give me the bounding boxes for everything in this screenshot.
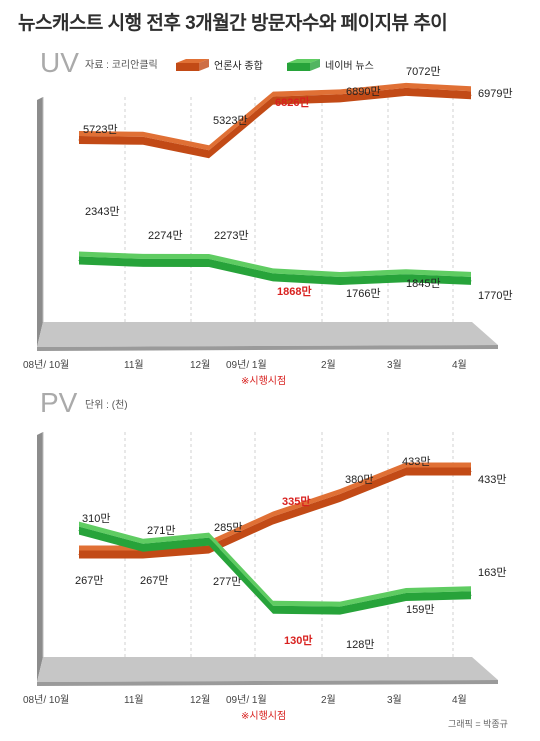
legend-swatch-side-1 bbox=[310, 59, 320, 71]
pv-series-1-label-0: 310만 bbox=[82, 512, 110, 525]
uv-series-1-top-face bbox=[79, 251, 471, 278]
uv-series-0-point-1 bbox=[142, 140, 144, 142]
uv-series-0-point-2 bbox=[208, 153, 210, 155]
pv-series-0-label-0: 267만 bbox=[75, 574, 103, 587]
uv-x-tick-4: 2월 bbox=[321, 359, 336, 371]
uv-series-1-point-1 bbox=[142, 262, 144, 264]
uv-x-tick-2: 12월 bbox=[190, 359, 210, 371]
uv-series-1-point-2 bbox=[208, 262, 210, 264]
pv-x-tick-2: 12월 bbox=[190, 694, 210, 706]
uv-chart-note: 자료 : 코리안클릭 bbox=[85, 59, 158, 71]
uv-x-tick-6: 4월 bbox=[452, 359, 467, 371]
pv-side-wall bbox=[37, 432, 43, 682]
pv-floor-edge bbox=[37, 680, 498, 686]
uv-series-0-point-0 bbox=[78, 139, 80, 141]
pv-x-tick-6: 4월 bbox=[452, 694, 467, 706]
pv-series-0-label-4: 380만 bbox=[345, 473, 373, 486]
uv-series-0-point-4 bbox=[339, 97, 341, 99]
legend-swatch-1 bbox=[287, 63, 310, 71]
pv-series-1-label-1: 271만 bbox=[147, 524, 175, 537]
pv-series-0-point-2 bbox=[208, 549, 210, 550]
pv-chart-note: 단위 : (천) bbox=[85, 398, 128, 411]
legend-swatch-0 bbox=[176, 63, 199, 71]
pv-x-tick-3: 09년/ 1월 bbox=[226, 694, 267, 706]
legend-swatch-side-0 bbox=[199, 59, 209, 71]
uv-x-tick-3: 09년/ 1월 bbox=[226, 359, 267, 371]
uv-series-0-point-3 bbox=[272, 100, 274, 102]
uv-series-1-point-3 bbox=[272, 276, 274, 278]
pv-series-0-point-5 bbox=[405, 471, 407, 472]
uv-series-1-label-2: 2273만 bbox=[214, 229, 249, 242]
pv-x-tick-5: 3월 bbox=[387, 694, 402, 706]
pv-series-0-point-0 bbox=[78, 554, 80, 555]
uv-x-tick-1: 11월 bbox=[124, 359, 144, 371]
pv-series-1-label-6: 163만 bbox=[478, 566, 506, 579]
pv-chart-title: PV bbox=[40, 387, 78, 418]
pv-event-label: ※시행시점 bbox=[241, 710, 286, 722]
graphic-credit: 그래픽 = 박종규 bbox=[448, 719, 508, 729]
uv-floor bbox=[37, 322, 498, 347]
pv-series-1-point-1 bbox=[142, 547, 144, 549]
uv-event-label: ※시행시점 bbox=[241, 375, 286, 387]
pv-x-tick-1: 11월 bbox=[124, 694, 144, 706]
uv-x-tick-0: 08년/ 10월 bbox=[23, 359, 69, 371]
uv-series-0-line bbox=[79, 87, 471, 159]
page-title: 뉴스캐스트 시행 전후 3개월간 방문자수와 페이지뷰 추이 bbox=[18, 13, 448, 34]
pv-series-1-point-5 bbox=[405, 596, 407, 598]
pv-series-1-point-3 bbox=[272, 609, 274, 611]
pv-series-1-label-5: 159만 bbox=[406, 603, 434, 616]
pv-series-1-point-0 bbox=[78, 530, 80, 532]
pv-floor bbox=[37, 657, 498, 682]
uv-series-0-label-3: 6826만 bbox=[275, 95, 310, 109]
uv-series-1-label-4: 1766만 bbox=[346, 287, 381, 300]
uv-series-0-point-6 bbox=[470, 94, 472, 96]
uv-series-1-line bbox=[79, 256, 471, 286]
uv-series-1-point-5 bbox=[405, 277, 407, 279]
uv-series-1-label-3: 1868만 bbox=[277, 284, 312, 298]
uv-series-0-label-6: 6979만 bbox=[478, 87, 513, 100]
uv-series-0-point-5 bbox=[405, 91, 407, 93]
uv-series-1-label-5: 1845만 bbox=[406, 277, 441, 290]
pv-series-0-label-1: 267만 bbox=[140, 574, 168, 587]
pv-series-0-label-5: 433만 bbox=[402, 455, 430, 468]
uv-series-1-label-6: 1770만 bbox=[478, 289, 513, 302]
uv-series-1-point-4 bbox=[339, 280, 341, 282]
pv-series-0-label-3: 335만 bbox=[282, 494, 310, 508]
uv-series-0-label-2: 5323만 bbox=[213, 114, 248, 127]
uv-x-tick-5: 3월 bbox=[387, 359, 402, 371]
pv-series-1-point-4 bbox=[339, 610, 341, 612]
pv-series-0-top-face bbox=[79, 462, 471, 551]
pv-series-0-label-2: 277만 bbox=[213, 575, 241, 588]
pv-series-1-point-6 bbox=[470, 594, 472, 596]
legend-swatch-top-1 bbox=[287, 59, 320, 63]
pv-series-1-point-2 bbox=[208, 541, 210, 543]
uv-series-1-label-0: 2343만 bbox=[85, 205, 120, 218]
uv-series-0-label-4: 6890만 bbox=[346, 85, 381, 98]
uv-series-0-label-0: 5723만 bbox=[83, 123, 118, 136]
uv-side-wall bbox=[37, 97, 43, 347]
pv-series-1-label-4: 128만 bbox=[346, 638, 374, 651]
pv-x-tick-0: 08년/ 10월 bbox=[23, 694, 69, 706]
pv-series-0-point-6 bbox=[470, 471, 472, 472]
pv-series-0-label-6: 433만 bbox=[478, 473, 506, 486]
legend-label-0: 언론사 종합 bbox=[214, 60, 263, 72]
uv-floor-edge bbox=[37, 345, 498, 351]
legend-label-1: 네이버 뉴스 bbox=[325, 60, 374, 72]
uv-series-1-label-1: 2274만 bbox=[148, 229, 183, 242]
pv-series-0-point-1 bbox=[142, 554, 144, 555]
pv-series-1-label-2: 285만 bbox=[214, 521, 242, 534]
legend-swatch-top-0 bbox=[176, 59, 209, 63]
uv-chart-title: UV bbox=[40, 47, 79, 78]
pv-series-0-point-3 bbox=[272, 520, 274, 521]
uv-series-1-point-6 bbox=[470, 280, 472, 282]
pv-x-tick-4: 2월 bbox=[321, 694, 336, 706]
uv-series-0-top-face bbox=[79, 82, 471, 151]
uv-series-0-label-5: 7072만 bbox=[406, 65, 441, 78]
pv-series-0-point-4 bbox=[339, 497, 341, 499]
pv-series-1-label-3: 130만 bbox=[284, 633, 312, 647]
uv-series-1-point-0 bbox=[78, 259, 80, 261]
